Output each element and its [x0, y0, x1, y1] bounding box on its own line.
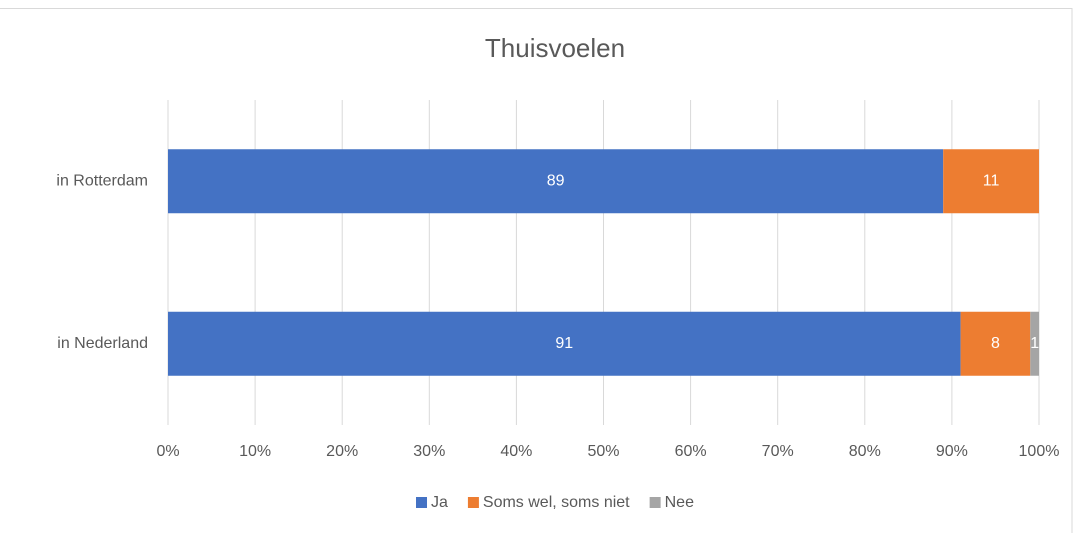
x-tick-label: 40%	[500, 443, 532, 460]
legend-swatch	[649, 497, 661, 508]
legend-label: Nee	[665, 494, 694, 511]
legend-swatch	[416, 497, 428, 508]
data-label: 91	[555, 335, 573, 352]
bar-segment	[1030, 311, 1039, 376]
x-tick-label: 80%	[849, 443, 881, 460]
chart-title: Thuisvoelen	[485, 33, 625, 63]
legend-swatch	[467, 497, 479, 508]
x-tick-label: 70%	[762, 443, 794, 460]
x-tick-label: 100%	[1019, 443, 1060, 460]
x-tick-label: 30%	[413, 443, 445, 460]
data-label: 8	[991, 335, 1000, 352]
x-tick-label: 10%	[239, 443, 271, 460]
y-tick-label: in Rotterdam	[56, 172, 148, 189]
x-tick-label: 90%	[936, 443, 968, 460]
data-label: 1	[1030, 335, 1039, 352]
x-tick-label: 20%	[326, 443, 358, 460]
y-tick-label: in Nederland	[57, 335, 148, 352]
legend-label: Soms wel, soms niet	[483, 494, 630, 511]
x-tick-label: 60%	[675, 443, 707, 460]
chart-frame	[0, 8, 1073, 533]
x-tick-label: 0%	[156, 443, 179, 460]
data-label: 11	[983, 172, 1000, 189]
x-tick-label: 50%	[587, 443, 619, 460]
bar-segment	[943, 149, 1039, 214]
bar-segment	[960, 311, 1031, 376]
data-label: 89	[547, 172, 565, 189]
bar-segment	[168, 311, 961, 376]
bar-segment	[168, 149, 944, 214]
legend-label: Ja	[431, 494, 448, 511]
